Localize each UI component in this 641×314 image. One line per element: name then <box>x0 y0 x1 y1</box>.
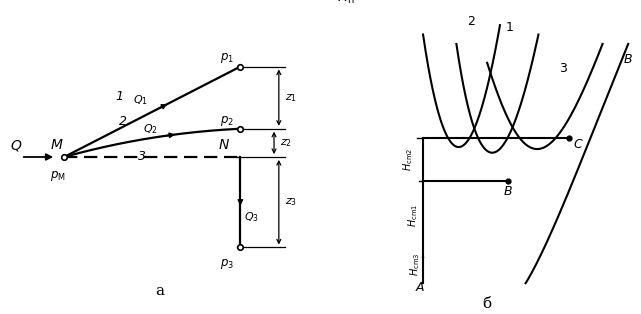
Text: $p_1$: $p_1$ <box>219 51 233 64</box>
Text: $Q$: $Q$ <box>10 138 22 154</box>
Text: а: а <box>156 284 165 299</box>
Text: $H_{\rm cm3}$: $H_{\rm cm3}$ <box>408 253 422 276</box>
Text: $H_{\rm н}$: $H_{\rm н}$ <box>337 0 355 6</box>
Text: $z_1$: $z_1$ <box>285 92 297 104</box>
Text: $H_{\rm cm2}$: $H_{\rm cm2}$ <box>401 148 415 171</box>
Text: $Q_2$: $Q_2$ <box>143 122 158 136</box>
Text: $z_2$: $z_2$ <box>281 137 292 149</box>
Text: $1$: $1$ <box>505 21 514 34</box>
Text: $p_3$: $p_3$ <box>219 257 233 271</box>
Text: б: б <box>483 297 492 311</box>
Text: $p_2$: $p_2$ <box>219 114 233 128</box>
Text: $M$: $M$ <box>50 138 63 152</box>
Text: $Q_3$: $Q_3$ <box>244 210 258 224</box>
Text: $C$: $C$ <box>573 138 584 151</box>
Text: $B$: $B$ <box>503 185 512 198</box>
Text: $Q_1$: $Q_1$ <box>133 93 148 107</box>
Text: 3: 3 <box>138 150 146 163</box>
Text: $p_{\rm M}$: $p_{\rm M}$ <box>50 169 65 183</box>
Text: $B$: $B$ <box>623 53 633 66</box>
Text: $z_3$: $z_3$ <box>285 196 297 208</box>
Text: $N$: $N$ <box>218 138 230 152</box>
Text: $2$: $2$ <box>467 15 475 28</box>
Text: $H_{\rm cm1}$: $H_{\rm cm1}$ <box>406 204 420 227</box>
Text: $3$: $3$ <box>559 62 568 75</box>
Text: 2: 2 <box>119 115 126 127</box>
Text: 1: 1 <box>115 90 123 104</box>
Text: $A$: $A$ <box>415 281 426 294</box>
